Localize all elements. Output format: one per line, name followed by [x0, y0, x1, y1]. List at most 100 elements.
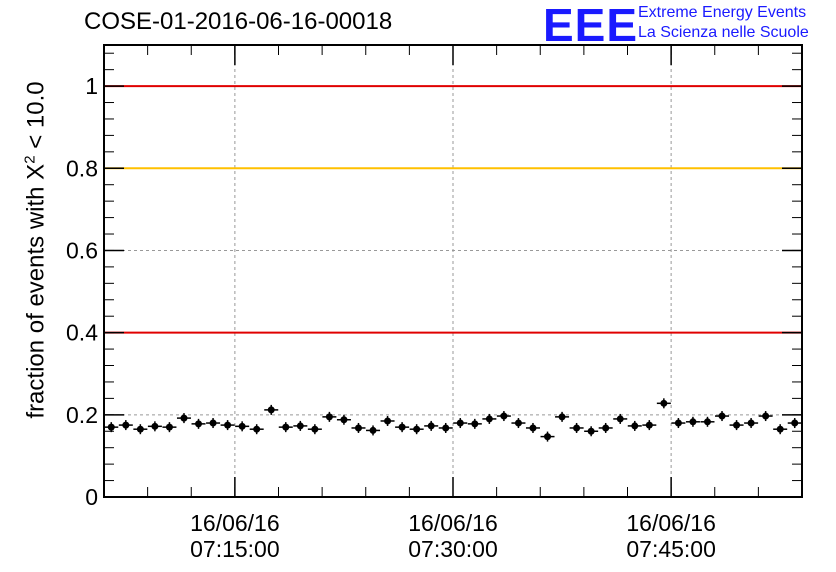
data-point-marker — [456, 419, 464, 427]
data-points — [104, 398, 802, 442]
data-point — [773, 424, 788, 435]
grid-lines — [104, 45, 802, 497]
x-tick-label-time: 07:45:00 — [626, 536, 716, 562]
data-point-marker — [573, 424, 581, 432]
data-point-marker — [616, 415, 624, 423]
eee-logo: EEE Extreme Energy Events La Scienza nel… — [543, 2, 833, 48]
data-point — [496, 411, 511, 422]
data-point-marker — [791, 419, 799, 427]
data-point — [307, 424, 322, 435]
data-point-marker — [151, 422, 159, 430]
data-point-marker — [384, 417, 392, 425]
data-point-marker — [136, 425, 144, 433]
x-tick-label-date: 16/06/16 — [626, 510, 716, 536]
logo-line-1: Extreme Energy Events — [638, 4, 807, 21]
data-point — [380, 415, 395, 426]
data-point-marker — [776, 425, 784, 433]
data-point-marker — [747, 419, 755, 427]
data-point-marker — [660, 399, 668, 407]
data-point-marker — [587, 427, 595, 435]
data-point — [685, 416, 700, 427]
data-point-marker — [689, 418, 697, 426]
data-point — [191, 418, 206, 429]
data-point — [176, 413, 191, 424]
data-point-marker — [427, 422, 435, 430]
data-point-marker — [733, 421, 741, 429]
data-point-marker — [238, 422, 246, 430]
data-point — [409, 424, 424, 435]
data-point-marker — [703, 418, 711, 426]
data-point-marker — [122, 421, 130, 429]
data-point — [322, 411, 337, 422]
data-point-marker — [514, 419, 522, 427]
y-tick-label: 0 — [85, 484, 98, 510]
x-tick-label-time: 07:30:00 — [408, 536, 498, 562]
data-point — [147, 421, 162, 432]
data-point — [424, 420, 439, 431]
data-point-marker — [107, 423, 115, 431]
data-point-marker — [471, 420, 479, 428]
data-point-marker — [529, 424, 537, 432]
data-point — [671, 418, 686, 429]
data-point — [162, 422, 177, 433]
data-point — [758, 411, 773, 422]
logo-line-2: La Scienza nelle Scuole — [638, 24, 809, 41]
data-point — [744, 418, 759, 429]
data-point — [220, 420, 235, 431]
data-point-marker — [674, 419, 682, 427]
data-point-marker — [340, 416, 348, 424]
data-point-marker — [631, 422, 639, 430]
data-point-marker — [544, 433, 552, 441]
data-point-marker — [282, 423, 290, 431]
y-tick-label: 0.2 — [66, 402, 98, 428]
data-point-marker — [413, 425, 421, 433]
data-point — [715, 411, 730, 422]
x-tick-labels: 16/06/1607:15:0016/06/1607:30:0016/06/16… — [190, 510, 716, 562]
data-point-marker — [165, 423, 173, 431]
data-point — [540, 431, 555, 442]
data-point — [642, 420, 657, 431]
data-point — [787, 418, 802, 429]
data-point — [235, 421, 250, 432]
data-point-marker — [296, 422, 304, 430]
data-point — [482, 413, 497, 424]
data-point-marker — [645, 421, 653, 429]
data-point — [336, 414, 351, 425]
data-point — [278, 422, 293, 433]
data-point-marker — [398, 423, 406, 431]
x-tick-label-date: 16/06/16 — [190, 510, 280, 536]
data-point — [351, 422, 366, 433]
data-point-marker — [442, 424, 450, 432]
y-tick-label: 0.8 — [66, 155, 98, 181]
chart-title: COSE-01-2016-06-16-00018 — [84, 8, 393, 35]
data-point-marker — [762, 412, 770, 420]
y-tick-labels: 0 0.2 0.4 0.6 0.8 1 — [66, 73, 98, 510]
reference-lines — [104, 85, 802, 334]
data-point — [118, 420, 133, 431]
data-point-marker — [369, 426, 377, 434]
data-point-marker — [558, 413, 566, 421]
data-point-marker — [602, 424, 610, 432]
data-point — [438, 422, 453, 433]
data-point — [104, 422, 119, 433]
data-point-marker — [354, 424, 362, 432]
data-point — [249, 424, 264, 435]
y-tick-label: 0.4 — [66, 320, 98, 346]
data-point — [613, 413, 628, 424]
data-point — [525, 422, 540, 433]
data-point — [700, 416, 715, 427]
data-point-marker — [209, 419, 217, 427]
data-point-marker — [311, 425, 319, 433]
data-point — [511, 418, 526, 429]
data-point — [293, 420, 308, 431]
data-point — [584, 426, 599, 437]
data-point — [467, 418, 482, 429]
eee-logo-mark: EEE — [543, 0, 639, 51]
data-point-marker — [267, 406, 275, 414]
data-point — [264, 404, 279, 415]
data-point-marker — [325, 413, 333, 421]
data-point — [453, 418, 468, 429]
data-point — [395, 422, 410, 433]
data-point-marker — [718, 412, 726, 420]
